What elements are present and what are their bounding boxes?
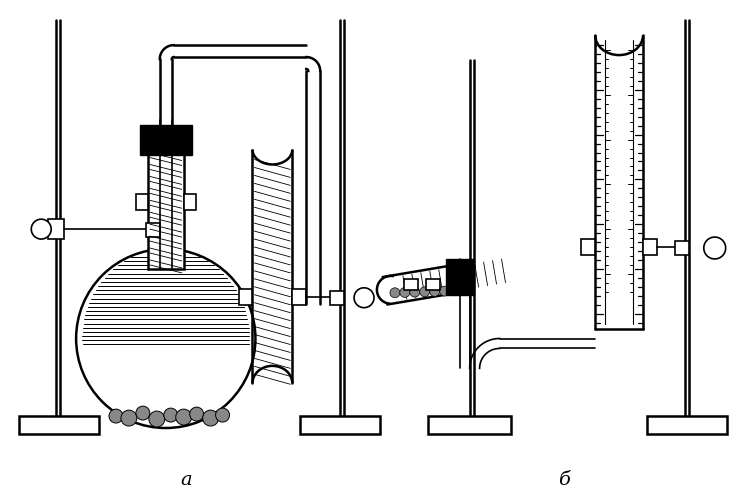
Bar <box>404 279 418 291</box>
Circle shape <box>164 408 178 422</box>
Bar <box>48 220 64 239</box>
Bar <box>446 260 473 295</box>
Bar <box>581 239 595 256</box>
Bar <box>643 239 657 256</box>
Circle shape <box>121 410 137 426</box>
Bar <box>426 279 440 291</box>
Bar <box>148 145 184 270</box>
Bar <box>428 416 512 434</box>
Circle shape <box>203 410 218 426</box>
Bar <box>146 224 160 237</box>
Bar <box>675 241 689 256</box>
Bar <box>184 195 196 211</box>
Circle shape <box>176 409 191 425</box>
Bar <box>330 291 344 305</box>
Circle shape <box>215 408 230 422</box>
Bar <box>647 416 727 434</box>
Bar <box>292 289 306 305</box>
Circle shape <box>109 409 123 423</box>
Circle shape <box>136 406 150 420</box>
Bar <box>19 416 99 434</box>
Circle shape <box>390 288 400 298</box>
Circle shape <box>31 220 51 239</box>
Circle shape <box>420 287 429 297</box>
Bar <box>300 416 380 434</box>
Circle shape <box>76 249 255 428</box>
Text: а: а <box>180 470 191 487</box>
Bar <box>136 195 148 211</box>
Circle shape <box>190 407 203 421</box>
Circle shape <box>440 287 450 297</box>
Text: б: б <box>558 470 570 487</box>
Circle shape <box>354 288 374 308</box>
Bar <box>239 289 253 305</box>
Circle shape <box>410 288 420 298</box>
Circle shape <box>429 287 440 297</box>
Circle shape <box>149 411 165 427</box>
Bar <box>140 125 191 155</box>
Circle shape <box>704 237 726 260</box>
Circle shape <box>450 286 459 296</box>
Circle shape <box>400 288 410 298</box>
